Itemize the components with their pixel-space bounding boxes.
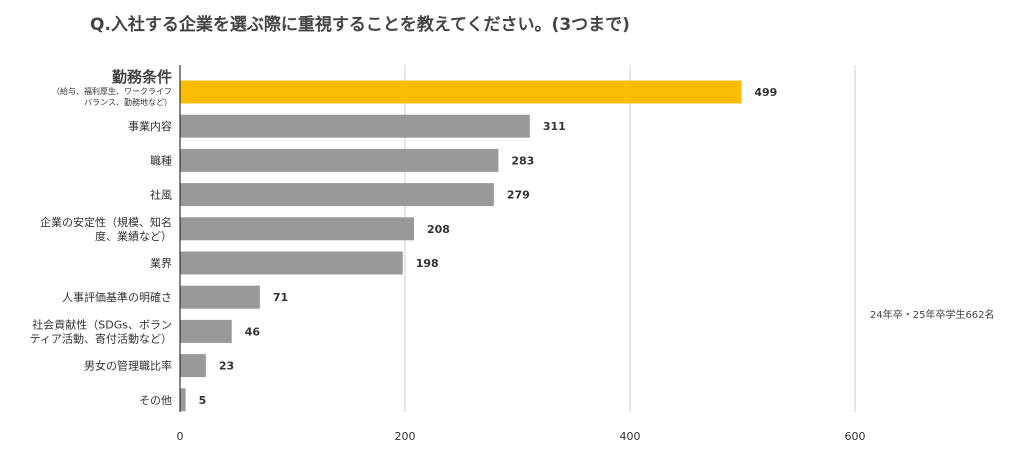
category-label: 業界 [150,257,172,270]
x-tick-label: 0 [177,430,184,443]
bar [180,148,499,172]
data-label: 208 [427,223,450,236]
bar [180,80,742,104]
category-label: 企業の安定性（規模、知名 [40,215,172,229]
category-label: 社風 [150,188,172,202]
data-label: 283 [511,154,534,167]
sample-note: 24年卒・25年卒学生662名 [870,310,995,321]
x-tick-label: 200 [395,430,416,443]
category-sublabel: バランス、勤務地など） [84,97,172,107]
category-label: 男女の管理職比率 [84,359,172,373]
data-label: 279 [507,189,530,202]
category-label: 人事評価基準の明確さ [62,290,172,304]
bar [180,251,403,275]
bar [180,217,414,241]
bar [180,388,186,412]
bar [180,285,260,309]
bar [180,319,232,343]
data-label: 23 [219,360,234,373]
data-label: 71 [273,291,288,304]
data-label: 5 [199,394,207,407]
category-label: 事業内容 [128,119,172,133]
bar [180,183,494,207]
category-label: 社会貢献性（SDGs、ボラン [32,317,172,331]
category-label: 度、業績など） [95,229,172,243]
chart-title: Q.入社する企業を選ぶ際に重視することを教えてください。(3つまで) [90,15,630,35]
data-label: 311 [543,120,566,133]
data-label: 46 [245,325,261,338]
x-tick-label: 400 [620,430,641,443]
x-tick-label: 600 [845,430,866,443]
data-label: 198 [416,257,439,270]
category-sublabel: （給与、福利厚生、ワークライフ [52,86,172,96]
bar [180,114,530,138]
category-label: その他 [139,394,172,407]
category-label: ティア活動、寄付活動など） [30,331,172,345]
bar [180,354,206,378]
category-label: 職種 [150,153,172,167]
category-label: 勤務条件 [112,68,172,86]
data-label: 499 [754,86,777,99]
